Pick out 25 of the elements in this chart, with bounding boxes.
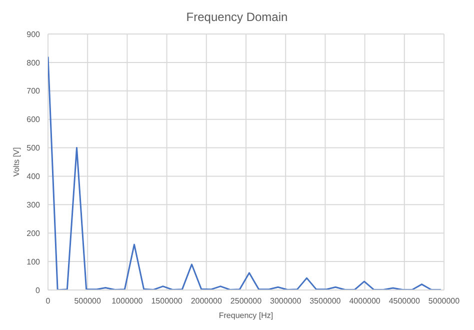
- x-tick-label: 5000000: [428, 296, 460, 306]
- y-tick-label: 400: [26, 172, 41, 182]
- x-tick-label: 2000000: [190, 296, 223, 306]
- x-tick-label: 4000000: [349, 296, 381, 306]
- y-tick-label: 0: [36, 286, 41, 295]
- x-tick-label: 1500000: [151, 296, 183, 306]
- x-tick-label: 2500000: [230, 296, 262, 306]
- x-tick-label: 500000: [74, 296, 102, 306]
- x-tick-label: 1000000: [112, 296, 144, 306]
- chart-title: Frequency Domain: [185, 9, 289, 26]
- y-tick-label: 300: [26, 200, 41, 210]
- y-tick-label: 500: [26, 144, 41, 153]
- y-tick-label: 900: [26, 30, 41, 39]
- x-tick-label: 4500000: [388, 296, 421, 306]
- x-tick-label: 0: [46, 296, 51, 306]
- y-tick-label: 200: [26, 228, 41, 238]
- x-tick-label: 3000000: [270, 296, 302, 306]
- y-tick-label: 700: [26, 86, 41, 96]
- y-tick-label: 100: [26, 257, 41, 266]
- y-tick-label: 800: [26, 58, 41, 68]
- y-axis-title: Volts [V]: [12, 147, 21, 177]
- x-tick-label: 3500000: [310, 296, 342, 306]
- line-series: [48, 56, 442, 290]
- x-axis-title: Frequency [Hz]: [218, 311, 274, 320]
- y-tick-label: 600: [26, 115, 41, 124]
